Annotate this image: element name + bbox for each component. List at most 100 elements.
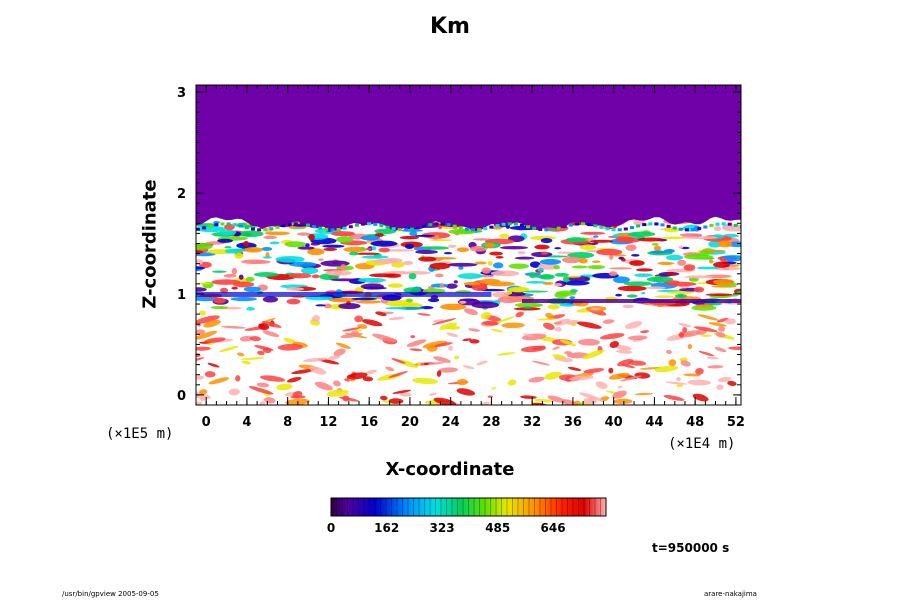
footer-right: arare-nakajima <box>704 590 757 598</box>
heatmap-cell <box>311 314 320 323</box>
heatmap-cell <box>531 360 551 366</box>
heatmap-cell <box>340 332 363 339</box>
x-tick-label: 12 <box>319 415 337 430</box>
heatmap-cell <box>617 385 623 389</box>
heatmap-cell <box>367 222 372 226</box>
heatmap-cell <box>550 227 555 231</box>
x-tick-label: 28 <box>482 415 500 430</box>
heatmap-cell <box>634 273 653 277</box>
heatmap-cell <box>706 356 719 360</box>
y-tick-label: 1 <box>177 288 186 303</box>
heatmap-cell <box>715 331 726 338</box>
heatmap-cell <box>385 306 407 310</box>
x-tick-label: 0 <box>202 415 211 430</box>
heatmap-cell <box>565 275 582 278</box>
heatmap-cell <box>576 321 602 329</box>
heatmap-cell <box>391 227 396 231</box>
heatmap-cell <box>409 348 423 352</box>
heatmap-cell <box>523 306 532 309</box>
heatmap-cell <box>361 222 366 226</box>
heatmap-cell <box>196 346 211 351</box>
heatmap-cell <box>493 316 515 324</box>
heatmap-cell <box>328 297 358 303</box>
heatmap-cell <box>217 238 233 243</box>
heatmap-cell <box>237 352 245 357</box>
heatmap-cell <box>318 226 323 230</box>
heatmap-cell <box>214 223 219 227</box>
heatmap-cell <box>571 265 588 269</box>
heatmap-cell <box>672 226 677 230</box>
heatmap-cell <box>243 286 261 292</box>
heatmap-cell <box>481 267 492 274</box>
heatmap-cell <box>281 224 286 228</box>
heatmap-cell <box>435 273 444 278</box>
heatmap-cell <box>649 250 667 254</box>
heatmap-cell <box>427 362 444 365</box>
heatmap-cell <box>609 341 620 348</box>
heatmap-cell <box>388 371 408 378</box>
heatmap-cell <box>663 394 685 401</box>
heatmap-cell <box>582 349 605 360</box>
heatmap-cell <box>567 366 582 371</box>
heatmap-cell <box>543 322 555 330</box>
heatmap-cell <box>307 248 325 256</box>
heatmap-cell <box>724 318 736 325</box>
heatmap-cell <box>479 278 501 285</box>
heatmap-cell <box>297 232 311 236</box>
heatmap-cell <box>645 286 666 290</box>
heatmap-cell <box>703 225 708 229</box>
heatmap-cell <box>471 284 488 291</box>
heatmap-cell <box>593 235 599 238</box>
colorbar-frame <box>330 497 607 517</box>
heatmap-cell <box>453 355 460 360</box>
heatmap-cell <box>713 261 731 268</box>
heatmap-cell <box>211 279 241 285</box>
heatmap-cell <box>569 296 576 300</box>
heatmap-cell <box>429 239 452 242</box>
heatmap-cell <box>226 222 231 226</box>
heatmap-cell <box>199 310 206 316</box>
heatmap-cell <box>683 264 696 271</box>
heatmap-cell <box>429 262 451 270</box>
x-tick-label: 16 <box>360 415 378 430</box>
heatmap-cell <box>196 223 219 227</box>
heatmap-cell <box>330 231 356 237</box>
heatmap-cell <box>256 382 270 388</box>
heatmap-cell <box>499 233 510 239</box>
heatmap-cell <box>308 233 315 241</box>
heatmap-cell <box>276 383 293 391</box>
heatmap-cell <box>623 281 653 287</box>
heatmap-cell <box>297 246 315 250</box>
heatmap-cell <box>397 228 402 232</box>
heatmap-cell <box>422 340 448 349</box>
heatmap-cell <box>456 247 470 253</box>
heatmap-cell <box>269 227 274 231</box>
heatmap-cell <box>421 246 450 250</box>
heatmap-cell <box>716 318 729 323</box>
heatmap-cell <box>380 395 388 401</box>
heatmap-cell <box>541 251 548 255</box>
x-tick-label: 44 <box>645 415 663 430</box>
heatmap-cell <box>562 256 582 264</box>
heatmap-cell <box>258 323 270 331</box>
heatmap-cell <box>360 246 366 251</box>
heatmap-cell <box>286 298 301 305</box>
heatmap-cell <box>684 228 689 232</box>
heatmap-cell <box>701 249 726 252</box>
heatmap-cell <box>513 222 518 226</box>
heatmap-cell <box>318 258 324 262</box>
heatmap-cell <box>507 379 517 386</box>
heatmap-cell <box>515 302 544 308</box>
heatmap-cell <box>712 279 735 286</box>
heatmap-cell <box>593 224 598 228</box>
heatmap-cell <box>547 395 566 403</box>
heatmap-cell <box>544 228 549 232</box>
heatmap-cell <box>511 287 529 292</box>
heatmap-cell <box>387 283 404 288</box>
heatmap-cell <box>423 362 430 366</box>
heatmap-cell <box>621 363 635 369</box>
heatmap-cell <box>284 241 307 248</box>
heatmap-cell <box>459 298 478 302</box>
heatmap-cell <box>288 273 312 279</box>
heatmap-cell <box>562 225 567 229</box>
